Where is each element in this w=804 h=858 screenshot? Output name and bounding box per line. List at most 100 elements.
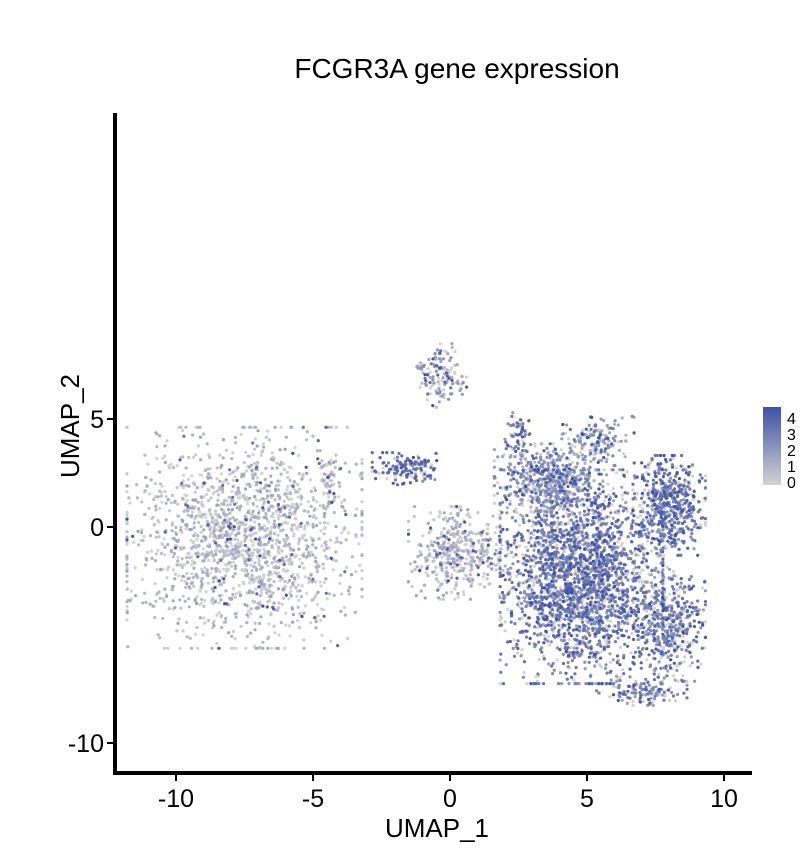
cell-point: [144, 557, 148, 561]
cell-point: [244, 469, 248, 473]
cell-point: [200, 576, 204, 581]
cell-point: [154, 599, 158, 603]
cell-point: [466, 577, 470, 581]
cell-point: [519, 654, 523, 658]
cell-point: [524, 490, 528, 494]
cell-point: [320, 465, 325, 469]
cell-point: [492, 474, 496, 479]
cell-point: [657, 468, 661, 472]
cell-point: [434, 565, 438, 570]
cell-point: [519, 457, 523, 461]
cell-point: [230, 531, 234, 535]
cell-point: [343, 509, 347, 513]
cell-point: [262, 528, 267, 532]
cell-point: [578, 473, 582, 477]
cell-point: [701, 608, 706, 612]
cell-point: [309, 550, 313, 554]
cell-point: [634, 679, 638, 683]
cell-point: [214, 569, 218, 574]
cell-point: [162, 646, 166, 650]
cell-point: [454, 523, 458, 527]
cell-point: [241, 425, 245, 429]
cell-point: [304, 538, 308, 542]
cell-point: [312, 515, 316, 519]
cell-point: [552, 623, 556, 627]
cell-point: [258, 490, 263, 494]
cell-point: [440, 379, 444, 383]
cell-point: [212, 529, 216, 533]
cell-point: [540, 480, 544, 484]
cell-point: [218, 534, 222, 538]
cell-point: [255, 605, 259, 610]
cell-point: [605, 457, 609, 461]
cell-point: [608, 652, 612, 656]
cell-point: [288, 557, 292, 561]
cell-point: [437, 400, 441, 404]
cell-point: [175, 563, 179, 567]
cell-point: [428, 511, 433, 515]
cell-point: [334, 425, 338, 429]
cell-point: [595, 616, 599, 620]
cell-point: [282, 596, 286, 600]
cell-point: [660, 626, 664, 630]
cell-point: [231, 586, 235, 590]
cell-point: [588, 449, 592, 453]
cell-point: [572, 678, 576, 682]
cell-point: [529, 509, 533, 513]
cell-point: [422, 364, 426, 368]
cell-point: [668, 479, 672, 484]
cell-point: [593, 664, 597, 668]
cell-point: [535, 452, 539, 456]
cell-point: [647, 589, 651, 593]
cell-point: [199, 579, 203, 584]
cell-point: [340, 592, 344, 596]
cell-point: [186, 477, 190, 482]
cell-point: [202, 528, 206, 532]
cell-point: [581, 603, 585, 607]
cell-point: [294, 586, 298, 590]
cell-point: [653, 575, 657, 580]
cell-point: [486, 523, 490, 527]
cell-point: [413, 568, 417, 572]
cell-point: [629, 557, 633, 561]
cell-point: [596, 642, 600, 647]
cell-point: [243, 559, 247, 563]
cell-point: [247, 554, 251, 558]
cell-point: [453, 350, 457, 354]
cell-point: [262, 573, 266, 577]
cell-point: [668, 567, 672, 571]
cell-point: [581, 482, 585, 486]
cell-point: [173, 572, 178, 576]
cell-point: [169, 549, 174, 554]
cell-point: [573, 445, 577, 449]
cell-point: [329, 479, 333, 483]
cell-point: [426, 574, 430, 578]
cell-point: [190, 646, 194, 650]
cell-point: [183, 579, 187, 583]
cell-point: [573, 577, 577, 581]
cell-point: [536, 633, 540, 637]
cell-point: [148, 492, 152, 496]
cell-point: [159, 494, 163, 498]
cell-point: [231, 629, 235, 634]
cell-point: [261, 449, 265, 453]
cell-point: [323, 541, 327, 545]
cell-point: [255, 646, 259, 650]
cell-point: [165, 576, 169, 580]
cell-point: [237, 550, 241, 554]
cell-point: [210, 646, 214, 650]
cell-point: [494, 548, 498, 552]
cell-point: [270, 538, 275, 543]
cell-point: [650, 529, 654, 533]
cell-point: [558, 560, 562, 564]
cell-point: [262, 553, 266, 557]
cell-point: [670, 690, 674, 695]
cell-point: [683, 487, 688, 492]
cell-point: [591, 535, 595, 539]
cell-point: [262, 524, 266, 528]
cell-point: [553, 483, 557, 487]
cell-point: [621, 452, 626, 456]
cell-point: [521, 581, 525, 585]
cell-point: [545, 455, 549, 459]
cell-point: [535, 506, 539, 510]
